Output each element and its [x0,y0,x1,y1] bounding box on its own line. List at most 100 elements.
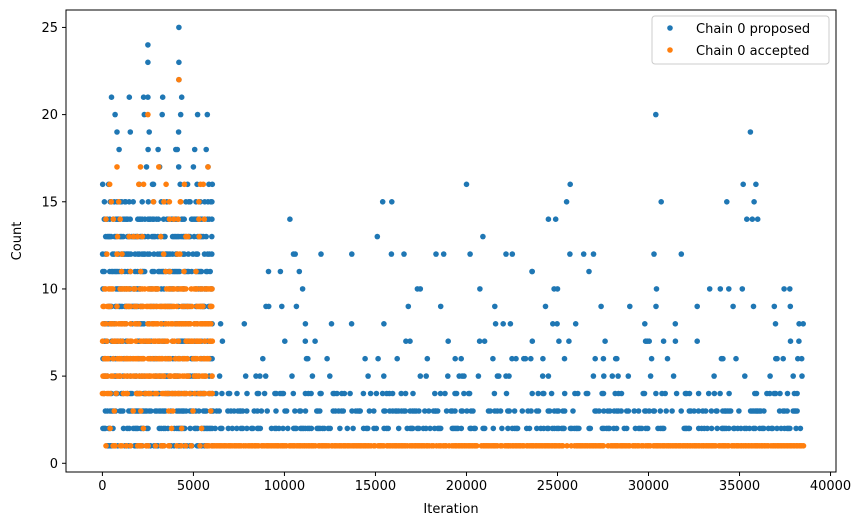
accepted-point [209,373,215,379]
proposed-point [653,303,659,310]
proposed-point [561,425,567,432]
proposed-point [509,355,515,362]
proposed-point [385,425,392,432]
proposed-point [388,251,395,257]
proposed-point [592,355,598,362]
proposed-point [401,251,407,257]
proposed-point [602,338,608,345]
accepted-point [107,390,113,397]
proposed-point [749,216,756,222]
proposed-point [672,338,679,345]
accepted-point [140,355,147,362]
proposed-point [379,199,386,205]
proposed-point [751,199,757,205]
proposed-point [663,408,669,414]
proposed-point [711,390,718,397]
proposed-point [529,338,536,345]
proposed-point [513,355,519,362]
proposed-point [623,425,630,432]
proposed-point [141,321,147,327]
proposed-point [618,390,625,397]
accepted-point [107,425,113,432]
proposed-point [318,390,324,397]
proposed-point [601,373,607,379]
proposed-point [747,129,754,135]
proposed-point [767,373,773,379]
x-axis-ticks: 0 5000 10000 15000 20000 25000 30000 35000 40000 [98,472,851,494]
proposed-point [794,408,800,414]
accepted-point [132,286,138,292]
proposed-point [704,425,711,432]
accepted-point [183,286,189,292]
accepted-point [119,338,125,345]
proposed-point [651,408,658,414]
proposed-point [328,321,335,327]
proposed-point [555,408,562,414]
proposed-point [433,251,439,257]
accepted-point [188,443,195,449]
accepted-point [161,199,167,205]
proposed-point [662,390,668,397]
proposed-point [705,390,712,397]
accepted-point [110,373,116,379]
proposed-point [203,233,209,240]
proposed-point [344,425,351,432]
proposed-point [529,390,535,397]
accepted-point [113,390,119,397]
proposed-point [151,268,157,275]
proposed-point [660,338,667,345]
proposed-point [672,321,679,327]
accepted-point [150,199,157,205]
proposed-point [509,251,516,257]
proposed-point [187,199,193,205]
accepted-point [139,233,146,240]
proposed-point [550,321,556,327]
proposed-point [194,251,201,257]
proposed-point [181,216,187,222]
proposed-point [234,390,240,397]
proposed-point [146,251,153,257]
proposed-point [694,338,700,345]
proposed-point [797,425,804,432]
proposed-point [528,408,534,414]
accepted-point [127,321,134,327]
accepted-point [182,443,189,449]
proposed-point [601,408,607,414]
proposed-point [265,303,272,310]
proposed-point [191,146,198,153]
proposed-point [417,286,424,292]
proposed-point [203,408,209,414]
proposed-point [458,355,465,362]
proposed-point [175,129,182,135]
proposed-point [371,408,377,414]
proposed-point [405,303,412,310]
proposed-point [540,355,546,362]
proposed-point [348,321,355,327]
proposed-point [695,390,702,397]
proposed-point [739,286,746,292]
accepted-point [130,408,136,414]
proposed-point [99,181,106,188]
accepted-point [171,338,178,345]
proposed-point [101,199,108,205]
proposed-point [733,355,739,362]
proposed-point [717,286,724,292]
proposed-point [767,390,773,397]
proposed-point [143,164,150,170]
accepted-point [136,181,142,188]
proposed-point [162,233,168,240]
proposed-point [580,251,587,257]
proposed-point [427,425,433,432]
proposed-point [542,303,549,310]
proposed-point [159,94,166,100]
proposed-point [714,408,720,414]
accepted-point [196,199,202,205]
accepted-point [193,268,199,275]
proposed-point [686,390,693,397]
proposed-point [423,425,429,432]
proposed-point [627,303,633,310]
proposed-point [506,373,512,379]
x-tick-label: 20000 [446,479,487,494]
proposed-point [644,425,651,432]
y-tick-label: 15 [41,195,58,210]
